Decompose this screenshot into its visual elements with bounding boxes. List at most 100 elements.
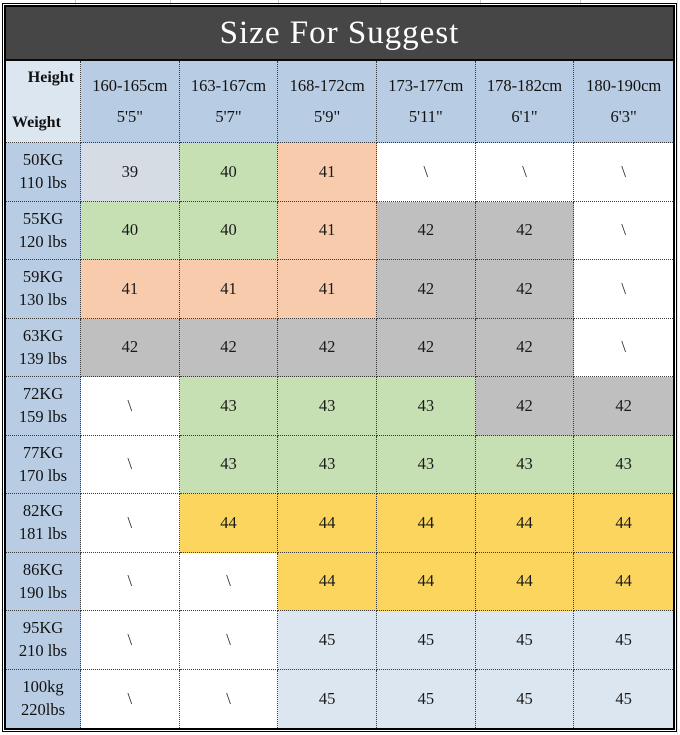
size-cell: 40 [179,143,279,202]
size-cell: 43 [179,435,279,494]
column-header: 163-167cm 5'7" [179,61,279,143]
size-cell: 44 [376,494,476,553]
gridline-tick [75,0,76,5]
weight-kg-label: 86KG [22,559,64,579]
row-header: 50KG 110 lbs [6,143,81,202]
size-cell: \ [475,143,575,202]
row-header: 59KG 130 lbs [6,260,81,319]
weight-lbs-label: 120 lbs [18,231,68,251]
size-cell: \ [376,143,476,202]
size-cell: 45 [475,611,575,670]
size-cell: \ [179,669,279,728]
weight-kg-label: 50KG [22,150,64,170]
size-cell: \ [574,201,673,260]
weight-kg-label: 59KG [22,267,64,287]
height-ft-label: 5'11" [408,107,443,126]
row-header: 95KG 210 lbs [6,611,81,670]
size-cell: 42 [475,318,575,377]
size-cell: \ [574,260,673,319]
size-cell: 42 [475,377,575,436]
size-cell: 43 [179,377,279,436]
size-cell: \ [179,552,279,611]
size-cell: 41 [278,260,377,319]
column-header: 180-190cm 6'3" [574,61,673,143]
column-header: 160-165cm 5'5" [81,61,180,143]
weight-lbs-label: 220lbs [20,700,65,720]
size-cell: 41 [278,201,377,260]
size-cell: 40 [179,201,279,260]
size-cell: 42 [475,201,575,260]
weight-lbs-label: 190 lbs [18,582,68,602]
size-cell: 43 [475,435,575,494]
height-cm-label: 163-167cm [190,76,267,95]
weight-lbs-label: 210 lbs [18,641,68,661]
height-cm-label: 168-172cm [289,76,365,95]
size-cell: 41 [81,260,180,319]
size-cell: 42 [475,260,575,319]
weight-kg-label: 72KG [22,384,64,404]
size-cell: \ [574,143,673,202]
corner-cell: Height Weight [6,61,81,143]
weight-kg-label: 77KG [22,442,64,462]
size-grid: Height Weight 160-165cm 5'5" 163-167cm 5… [6,61,673,728]
size-cell: 43 [278,435,377,494]
size-cell: \ [179,611,279,670]
weight-lbs-label: 130 lbs [18,290,68,310]
height-ft-label: 5'7" [215,107,242,126]
size-cell: \ [81,494,180,553]
column-header: 178-182cm 6'1" [475,61,575,143]
size-cell: \ [81,552,180,611]
size-cell: 43 [376,377,476,436]
size-cell: 44 [179,494,279,553]
size-cell: 44 [475,552,575,611]
row-header: 86KG 190 lbs [6,552,81,611]
size-cell: 45 [376,611,476,670]
height-label: Height [27,69,74,86]
weight-kg-label: 63KG [22,325,64,345]
size-cell: 43 [376,435,476,494]
weight-kg-label: 55KG [22,208,64,228]
size-cell: 44 [574,494,673,553]
weight-kg-label: 82KG [22,501,64,521]
size-cell: \ [81,435,180,494]
size-cell: 42 [376,260,476,319]
size-cell: 41 [278,143,377,202]
size-cell: 44 [278,494,377,553]
height-cm-label: 160-165cm [92,76,168,95]
size-chart-table: Size For Suggest Height Weight 160-165cm… [2,3,677,732]
size-cell: 45 [574,611,673,670]
height-cm-label: 173-177cm [388,76,464,95]
gridline-tick [278,0,279,5]
weight-label: Weight [12,114,61,131]
row-header: 63KG 139 lbs [6,318,81,377]
column-header: 168-172cm 5'9" [278,61,377,143]
size-cell: 42 [81,318,180,377]
weight-lbs-label: 159 lbs [18,407,68,427]
row-header: 55KG 120 lbs [6,201,81,260]
size-cell: 45 [475,669,575,728]
weight-lbs-label: 170 lbs [18,465,68,485]
height-cm-label: 178-182cm [486,76,563,95]
weight-lbs-label: 181 lbs [18,524,68,544]
size-cell: 43 [574,435,673,494]
row-header: 100kg 220lbs [6,669,81,728]
size-cell: 45 [278,669,377,728]
size-cell: 45 [278,611,377,670]
height-ft-label: 6'3" [610,107,637,126]
size-cell: 42 [376,318,476,377]
size-cell: 44 [278,552,377,611]
weight-kg-label: 95KG [22,618,64,638]
height-ft-label: 5'9" [314,107,341,126]
size-cell: \ [81,611,180,670]
gridline-right [677,0,678,735]
size-cell: \ [81,669,180,728]
size-cell: 43 [278,377,377,436]
size-cell: 41 [179,260,279,319]
height-cm-label: 180-190cm [586,76,662,95]
size-cell: 42 [179,318,279,377]
height-ft-label: 5'5" [116,107,143,126]
row-header: 72KG 159 lbs [6,377,81,436]
gridline-tick [480,0,481,5]
page-title: Size For Suggest [6,7,673,61]
